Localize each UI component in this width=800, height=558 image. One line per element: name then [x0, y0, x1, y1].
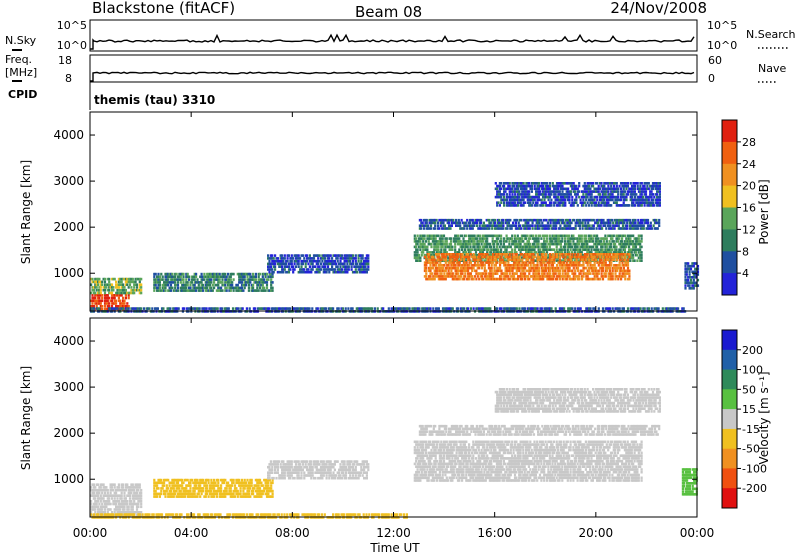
colorbar-cell	[722, 449, 737, 469]
velocity-marks	[90, 388, 698, 519]
colorbar-cell	[722, 273, 737, 295]
velocity-ylabel: Slant Range [km]	[19, 366, 33, 470]
power-panel: 4000 3000 2000 1000 Slant Range [km]	[19, 112, 699, 313]
power-colorbar-label: Power [dB]	[757, 179, 771, 244]
colorbar-tick-label: 15	[742, 403, 756, 416]
nave-tick-high: 60	[708, 54, 722, 67]
colorbar-cell	[722, 370, 737, 390]
velocity-region-6	[495, 388, 661, 413]
colorbar-cell	[722, 409, 737, 429]
freq-tick-low: 8	[65, 72, 72, 85]
freq-panel: Freq. [MHz] 18 8 60 0 Nave	[5, 53, 786, 85]
colorbar-tick-label: 4	[742, 267, 749, 280]
colorbar-cell	[722, 389, 737, 409]
x-tick-label: 16:00	[477, 526, 512, 540]
x-tick-label: 20:00	[579, 526, 614, 540]
colorbar-cell	[722, 208, 737, 230]
nsky-panel: N.Sky 10^5 10^0 10^5 10^0 N.Search	[5, 19, 796, 52]
nave-tick-low: 0	[708, 72, 715, 85]
nsearch-label: N.Search	[746, 28, 796, 41]
date-title: 24/Nov/2008	[610, 0, 707, 17]
power-region-4	[267, 254, 369, 273]
colorbar-cell	[722, 142, 737, 164]
power-region-6	[424, 253, 631, 280]
power-region-2	[153, 273, 274, 292]
power-region-1	[90, 278, 142, 295]
velocity-ytick-label: 2000	[53, 426, 84, 440]
colorbar-cell	[722, 251, 737, 273]
velocity-region-3	[267, 460, 369, 479]
x-tick-label: 12:00	[376, 526, 411, 540]
colorbar-cell	[722, 120, 737, 142]
velocity-ytick-label: 4000	[53, 334, 84, 348]
x-tick-label: 00:00	[680, 526, 715, 540]
power-ylabel: Slant Range [km]	[19, 160, 33, 264]
velocity-region-5	[419, 425, 661, 436]
colorbar-tick-label: 8	[742, 245, 749, 258]
power-region-7	[419, 219, 661, 230]
colorbar-cell	[722, 330, 737, 350]
x-tick-label: 08:00	[275, 526, 310, 540]
nsearch-tick-high: 10^5	[707, 19, 737, 32]
colorbar-cell	[722, 429, 737, 449]
power-region-8	[495, 182, 661, 207]
x-axis-label: Time UT	[369, 541, 420, 554]
freq-label-1: Freq.	[5, 53, 32, 66]
colorbar-tick-label: 28	[742, 136, 756, 149]
velocity-colorbar-label: Velocity [m s⁻¹]	[757, 371, 771, 464]
velocity-region-0	[90, 483, 142, 516]
beam-title: Beam 08	[355, 3, 422, 21]
x-tick-label: 00:00	[73, 526, 108, 540]
velocity-ytick-label: 3000	[53, 380, 84, 394]
nsky-trace	[90, 35, 694, 49]
velocity-ytick-label: 1000	[53, 472, 84, 486]
power-colorbar: 28 24 20 16 12 8 4 Power [dB]	[722, 120, 771, 296]
station-title: Blackstone (fitACF)	[92, 0, 235, 17]
nsearch-tick-low: 10^0	[707, 39, 737, 52]
power-ytick-label: 4000	[53, 128, 84, 142]
x-tick-label: 04:00	[174, 526, 209, 540]
colorbar-tick-label: 20	[742, 180, 756, 193]
colorbar-tick-label: 50	[742, 383, 756, 396]
colorbar-tick-label: 12	[742, 223, 756, 236]
colorbar-tick-label: 24	[742, 158, 756, 171]
colorbar-cell	[722, 350, 737, 370]
cpid-label: CPID	[8, 88, 37, 101]
colorbar-tick-label: 16	[742, 202, 756, 215]
colorbar-cell	[722, 229, 737, 251]
velocity-panel: 4000 3000 2000 1000 Slant Range [km]	[19, 318, 698, 519]
power-ytick-label: 3000	[53, 174, 84, 188]
cpid-value: themis (tau) 3310	[94, 93, 215, 107]
nave-label: Nave	[758, 62, 786, 75]
colorbar-cell	[722, 164, 737, 186]
power-marks	[90, 182, 699, 313]
freq-tick-high: 18	[58, 54, 72, 67]
colorbar-tick-label: -200	[742, 482, 767, 495]
velocity-region-7	[682, 468, 698, 495]
velocity-region-4	[414, 441, 643, 482]
freq-label-2: [MHz]	[5, 66, 37, 79]
velocity-region-1	[153, 479, 274, 498]
nsky-label: N.Sky	[5, 34, 37, 47]
freq-trace	[90, 72, 694, 81]
power-ytick-label: 1000	[53, 266, 84, 280]
colorbar-cell	[722, 468, 737, 488]
power-region-3	[90, 307, 686, 312]
nsky-tick-high: 10^5	[57, 19, 87, 32]
colorbar-tick-label: 200	[742, 344, 763, 357]
colorbar-cell	[722, 186, 737, 208]
power-ytick-label: 2000	[53, 220, 84, 234]
nsky-tick-low: 10^0	[57, 39, 87, 52]
colorbar-cell	[722, 488, 737, 508]
